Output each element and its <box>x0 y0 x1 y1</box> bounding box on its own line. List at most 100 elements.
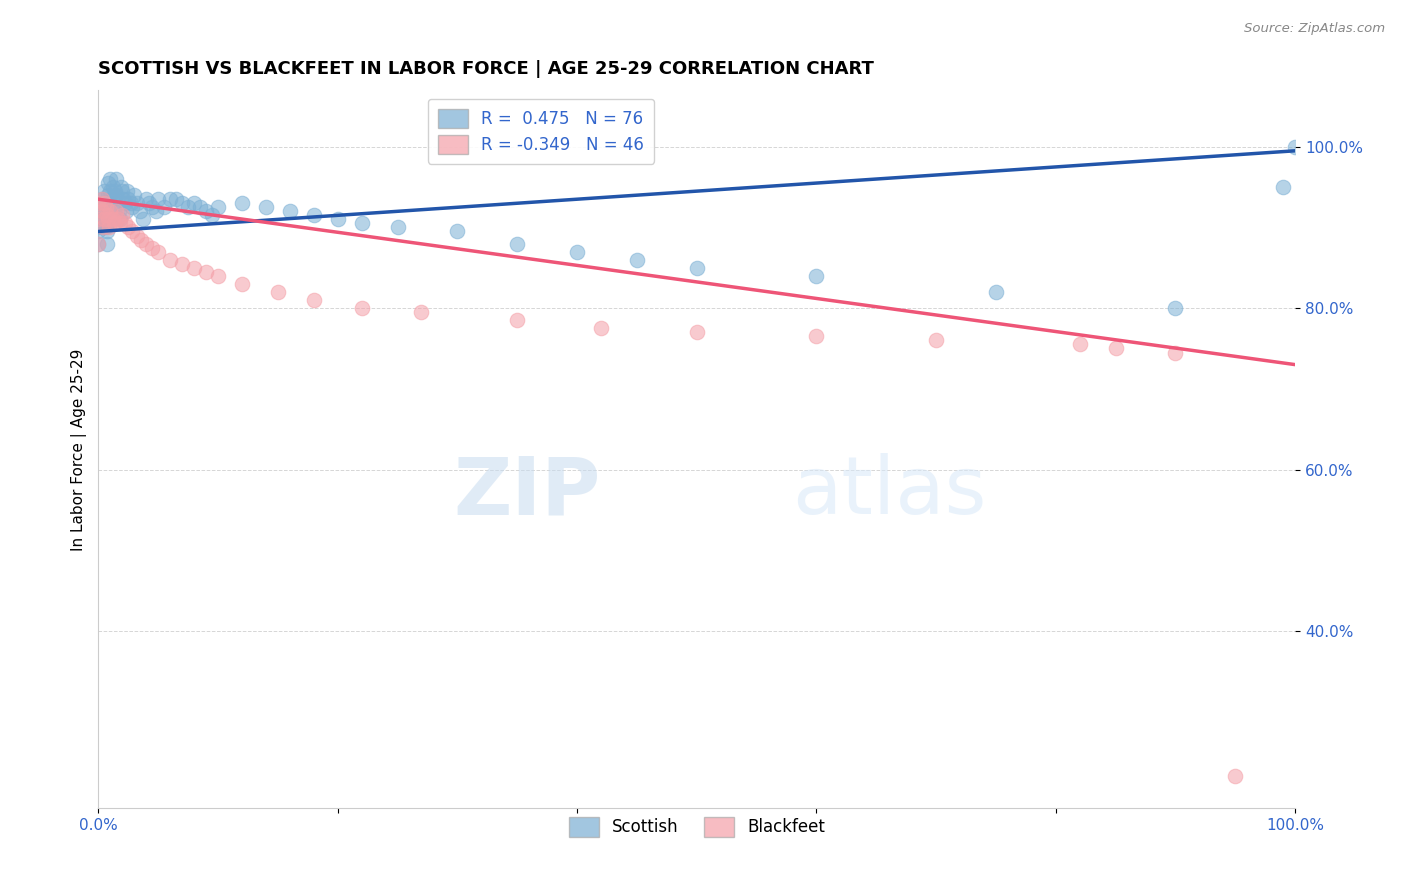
Point <box>105 204 128 219</box>
Point <box>141 200 163 214</box>
Point <box>925 334 948 348</box>
Point <box>446 225 468 239</box>
Point <box>114 196 136 211</box>
Point <box>98 212 121 227</box>
Point <box>91 212 114 227</box>
Point <box>87 196 110 211</box>
Point <box>131 212 153 227</box>
Point <box>141 241 163 255</box>
Point <box>806 268 828 283</box>
Point <box>626 252 648 267</box>
Point <box>1164 301 1187 315</box>
Point <box>115 204 138 219</box>
Point <box>91 204 114 219</box>
Point <box>278 204 301 219</box>
Point <box>350 216 373 230</box>
Point <box>96 208 118 222</box>
Point <box>111 184 134 198</box>
Point <box>94 212 117 227</box>
Point <box>153 200 176 214</box>
Point <box>94 200 117 214</box>
Point <box>98 184 121 198</box>
Point <box>91 220 114 235</box>
Point <box>121 200 143 214</box>
Point <box>93 212 115 227</box>
Point <box>94 220 117 235</box>
Point <box>159 192 181 206</box>
Point <box>87 236 110 251</box>
Point <box>87 196 110 211</box>
Point <box>91 220 114 235</box>
Point <box>806 329 828 343</box>
Point <box>188 200 211 214</box>
Point <box>117 220 139 235</box>
Point <box>195 204 218 219</box>
Text: ZIP: ZIP <box>454 453 600 532</box>
Point <box>87 204 110 219</box>
Point <box>135 236 157 251</box>
Point <box>138 196 160 211</box>
Point <box>107 196 129 211</box>
Point <box>98 204 121 219</box>
Point <box>98 172 121 186</box>
Point <box>1272 180 1295 194</box>
Point <box>125 196 148 211</box>
Point <box>195 265 218 279</box>
Point <box>686 326 709 340</box>
Point <box>93 196 115 211</box>
Point <box>350 301 373 315</box>
Point <box>1104 342 1126 356</box>
Point <box>117 192 139 206</box>
Point <box>207 268 229 283</box>
Point <box>201 208 224 222</box>
Point <box>101 212 124 227</box>
Point <box>87 220 110 235</box>
Point <box>110 180 132 194</box>
Point <box>91 192 114 206</box>
Point <box>165 192 187 206</box>
Point <box>984 285 1007 299</box>
Point <box>1284 140 1306 154</box>
Point <box>96 236 118 251</box>
Point <box>115 184 138 198</box>
Point <box>302 208 325 222</box>
Point <box>145 204 167 219</box>
Point <box>207 200 229 214</box>
Point <box>111 208 134 222</box>
Point <box>177 200 200 214</box>
Point <box>172 196 194 211</box>
Point <box>506 236 529 251</box>
Y-axis label: In Labor Force | Age 25-29: In Labor Force | Age 25-29 <box>72 348 87 550</box>
Point <box>387 220 409 235</box>
Point <box>101 180 124 194</box>
Point <box>131 233 153 247</box>
Point <box>267 285 290 299</box>
Point <box>183 196 205 211</box>
Point <box>93 196 115 211</box>
Point <box>121 225 143 239</box>
Point <box>1225 769 1247 783</box>
Point <box>1164 345 1187 359</box>
Point <box>107 204 129 219</box>
Point <box>104 184 127 198</box>
Point <box>103 204 125 219</box>
Point <box>105 172 128 186</box>
Point <box>108 216 131 230</box>
Point <box>112 192 135 206</box>
Point <box>254 200 277 214</box>
Point <box>120 196 142 211</box>
Point <box>97 212 120 227</box>
Point <box>87 225 110 239</box>
Point <box>125 228 148 243</box>
Point <box>231 277 253 291</box>
Text: Source: ZipAtlas.com: Source: ZipAtlas.com <box>1244 22 1385 36</box>
Point <box>87 236 110 251</box>
Point <box>506 313 529 327</box>
Point <box>565 244 588 259</box>
Point <box>98 204 121 219</box>
Point <box>1069 337 1091 351</box>
Point <box>122 188 145 202</box>
Point <box>91 204 114 219</box>
Point <box>103 216 125 230</box>
Point <box>172 257 194 271</box>
